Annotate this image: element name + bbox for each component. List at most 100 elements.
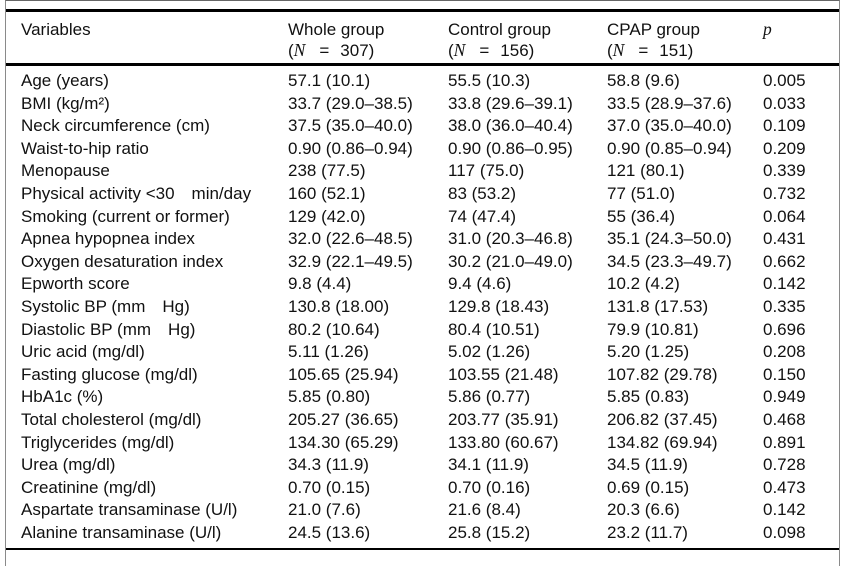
cell-control-group: 80.4 (10.51) (448, 319, 540, 339)
cell-p-value: 0.142 (763, 274, 806, 294)
cell-variable: Creatinine (mg/dl) (21, 477, 157, 497)
cell-p-value: 0.891 (763, 432, 806, 452)
cell-p-value: 0.033 (763, 93, 806, 113)
cell-whole-group: 105.65 (25.94) (288, 364, 399, 384)
table-row: Neck circumference (cm) 37.5 (35.0–40.0)… (6, 115, 839, 138)
cell-control-group: 21.6 (8.4) (448, 500, 521, 520)
cell-control-group: 133.80 (60.67) (448, 432, 559, 452)
n-symbol: N (293, 40, 306, 60)
cell-variable: Alanine transaminase (U/l) (21, 522, 222, 542)
cell-cpap-group: 121 (80.1) (607, 161, 685, 181)
header-p-value: p (763, 19, 839, 63)
cell-control-group: 34.1 (11.9) (448, 455, 529, 475)
table-row: Creatinine (mg/dl) 0.70 (0.15) 0.70 (0.1… (6, 477, 839, 500)
cell-p-value: 0.949 (763, 387, 806, 407)
table-row: Uric acid (mg/dl) 5.11 (1.26) 5.02 (1.26… (6, 341, 839, 364)
cell-control-group: 203.77 (35.91) (448, 409, 559, 429)
cell-whole-group: 238 (77.5) (288, 161, 366, 181)
cell-cpap-group: 0.69 (0.15) (607, 477, 690, 497)
cell-cpap-group: 35.1 (24.3–50.0) (607, 229, 732, 249)
cell-control-group: 129.8 (18.43) (448, 296, 550, 316)
cell-cpap-group: 20.3 (6.6) (607, 500, 680, 520)
table-row: Diastolic BP (mm Hg) 80.2 (10.64) 80.4 (… (6, 319, 839, 342)
cell-variable: HbA1c (%) (21, 387, 104, 407)
cell-whole-group: 21.0 (7.6) (288, 500, 361, 520)
table-row: Total cholesterol (mg/dl) 205.27 (36.65)… (6, 409, 839, 432)
cell-whole-group: 9.8 (4.4) (288, 274, 352, 294)
table-row: Urea (mg/dl) 34.3 (11.9) 34.1 (11.9) 34.… (6, 454, 839, 477)
cell-variable: Physical activity <30 min/day (21, 183, 252, 203)
cell-variable: Uric acid (mg/dl) (21, 342, 145, 362)
cell-p-value: 0.339 (763, 161, 806, 181)
cell-whole-group: 205.27 (36.65) (288, 409, 399, 429)
cell-cpap-group: 33.5 (28.9–37.6) (607, 93, 732, 113)
header-whole-group-n: (N = 307) (288, 40, 375, 60)
n-symbol: N (453, 40, 466, 60)
table-row: Age (years) 57.1 (10.1) 55.5 (10.3) 58.8… (6, 70, 839, 93)
cell-control-group: 103.55 (21.48) (448, 364, 559, 384)
cell-variable: Urea (mg/dl) (21, 455, 116, 475)
cell-whole-group: 80.2 (10.64) (288, 319, 380, 339)
table-frame: Variables Whole group (N = 307) Control gr… (5, 0, 840, 566)
cell-cpap-group: 23.2 (11.7) (607, 522, 688, 542)
cell-cpap-group: 0.90 (0.85–0.94) (607, 138, 732, 158)
cell-whole-group: 34.3 (11.9) (288, 455, 369, 475)
table-row: Alanine transaminase (U/l) 24.5 (13.6) 2… (6, 522, 839, 545)
cell-cpap-group: 10.2 (4.2) (607, 274, 680, 294)
cell-p-value: 0.150 (763, 364, 806, 384)
cell-p-value: 0.732 (763, 183, 806, 203)
header-whole-group-title: Whole group (288, 20, 385, 39)
cell-p-value: 0.109 (763, 116, 806, 136)
cell-cpap-group: 206.82 (37.45) (607, 409, 718, 429)
cell-p-value: 0.662 (763, 251, 806, 271)
table-row: Smoking (current or former) 129 (42.0) 7… (6, 206, 839, 229)
cell-p-value: 0.098 (763, 522, 806, 542)
cell-whole-group: 134.30 (65.29) (288, 432, 399, 452)
cell-p-value: 0.431 (763, 229, 806, 249)
table-row: Waist-to-hip ratio 0.90 (0.86–0.94) 0.90… (6, 138, 839, 161)
n-symbol: N (612, 40, 625, 60)
cell-cpap-group: 37.0 (35.0–40.0) (607, 116, 732, 136)
header-control-group-n: (N = 156) (448, 40, 535, 60)
cell-variable: Diastolic BP (mm Hg) (21, 319, 196, 339)
cell-variable: Waist-to-hip ratio (21, 138, 149, 158)
header-cpap-group-n: (N = 151) (607, 40, 694, 60)
cell-control-group: 55.5 (10.3) (448, 71, 531, 90)
cell-cpap-group: 77 (51.0) (607, 183, 676, 203)
cell-cpap-group: 58.8 (9.6) (607, 71, 680, 90)
table-row: Systolic BP (mm Hg) 130.8 (18.00) 129.8 … (6, 296, 839, 319)
cell-variable: Menopause (21, 161, 110, 181)
cell-cpap-group: 79.9 (10.81) (607, 319, 699, 339)
cell-variable: Smoking (current or former) (21, 206, 230, 226)
cell-control-group: 83 (53.2) (448, 183, 517, 203)
cell-control-group: 0.70 (0.16) (448, 477, 531, 497)
table-row: Aspartate transaminase (U/l) 21.0 (7.6) … (6, 499, 839, 522)
table-row: Apnea hypopnea index 32.0 (22.6–48.5) 31… (6, 228, 839, 251)
header-variables-label: Variables (21, 20, 91, 39)
cell-control-group: 74 (47.4) (448, 206, 517, 226)
cell-variable: Age (years) (21, 71, 109, 90)
cell-whole-group: 130.8 (18.00) (288, 296, 390, 316)
table-row: BMI (kg/m²) 33.7 (29.0–38.5) 33.8 (29.6–… (6, 93, 839, 116)
cell-cpap-group: 5.85 (0.83) (607, 387, 690, 407)
cell-variable: Aspartate transaminase (U/l) (21, 500, 238, 520)
cell-p-value: 0.208 (763, 342, 806, 362)
cell-p-value: 0.064 (763, 206, 806, 226)
cell-whole-group: 0.70 (0.15) (288, 477, 371, 497)
cell-variable: Neck circumference (cm) (21, 116, 210, 136)
cell-control-group: 0.90 (0.86–0.95) (448, 138, 573, 158)
header-cpap-group: CPAP group (N = 151) (607, 19, 763, 63)
cell-whole-group: 33.7 (29.0–38.5) (288, 93, 413, 113)
cell-whole-group: 24.5 (13.6) (288, 522, 371, 542)
cell-variable: Triglycerides (mg/dl) (21, 432, 175, 452)
cell-p-value: 0.468 (763, 409, 806, 429)
cell-variable: BMI (kg/m²) (21, 93, 110, 113)
cell-cpap-group: 34.5 (11.9) (607, 455, 688, 475)
table-row: Epworth score 9.8 (4.4) 9.4 (4.6) 10.2 (… (6, 273, 839, 296)
cell-p-value: 0.005 (763, 71, 806, 90)
cell-variable: Epworth score (21, 274, 130, 294)
cell-control-group: 5.02 (1.26) (448, 342, 531, 362)
table-row: Menopause 238 (77.5) 117 (75.0) 121 (80.… (6, 160, 839, 183)
table-row: Oxygen desaturation index 32.9 (22.1–49.… (6, 251, 839, 274)
cell-variable: Systolic BP (mm Hg) (21, 296, 190, 316)
